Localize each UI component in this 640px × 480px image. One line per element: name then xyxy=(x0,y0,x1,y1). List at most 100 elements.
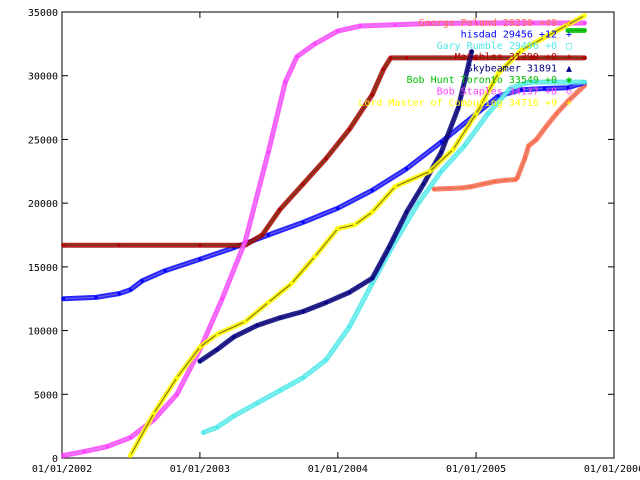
data-point xyxy=(446,186,451,191)
series-line xyxy=(203,81,585,434)
data-point xyxy=(61,243,66,247)
data-point xyxy=(474,112,478,116)
data-point xyxy=(295,55,299,59)
data-point xyxy=(387,246,391,250)
data-point xyxy=(198,257,202,261)
data-point xyxy=(220,297,224,301)
data-point xyxy=(462,144,466,148)
data-point xyxy=(215,348,219,352)
series-gary-rumble xyxy=(200,79,587,435)
data-point xyxy=(175,392,179,396)
data-point xyxy=(198,359,202,363)
x-tick-label: 01/01/2005 xyxy=(446,464,506,475)
data-point xyxy=(405,56,409,60)
y-tick-label: 20000 xyxy=(28,199,58,210)
data-point xyxy=(428,169,432,173)
data-point xyxy=(519,48,524,52)
data-point xyxy=(61,297,66,301)
legend-label: hisdad 29456 +12 xyxy=(461,29,557,40)
data-point xyxy=(439,150,443,154)
legend-label: Bob Hunt Toronto 33549 +0 xyxy=(406,75,557,86)
series-bob-staples xyxy=(61,20,587,458)
data-point xyxy=(515,176,519,180)
x-axis: 01/01/2002 01/01/2003 01/01/2004 01/01/2005… xyxy=(32,12,640,475)
data-point xyxy=(566,28,570,33)
data-point xyxy=(582,21,587,25)
data-point xyxy=(243,320,247,324)
data-point xyxy=(163,269,167,273)
data-point xyxy=(370,210,374,214)
x-tick-label: 01/01/2002 xyxy=(32,464,92,475)
data-point xyxy=(243,239,247,243)
series-line xyxy=(63,57,585,246)
data-point xyxy=(531,56,535,60)
legend-label: Lord Master of Computing 34716 +9 xyxy=(358,98,557,109)
legend-label: George Poland 29230 +49 xyxy=(419,18,557,29)
data-point xyxy=(128,288,132,292)
data-point xyxy=(534,137,539,141)
legend-marker: ▲ xyxy=(566,64,572,75)
data-point xyxy=(381,67,386,71)
legend: George Poland 29230 +49 ◇ hisdad 29456 +12… xyxy=(358,18,572,109)
data-point xyxy=(358,24,363,28)
data-point xyxy=(232,414,236,418)
data-point xyxy=(152,411,156,415)
data-point xyxy=(198,243,202,247)
data-point xyxy=(324,300,328,305)
data-point xyxy=(405,167,409,171)
data-point xyxy=(582,28,587,33)
data-point xyxy=(324,358,328,362)
data-point xyxy=(422,182,426,186)
legend-label: Matchles 31399 +0 xyxy=(455,52,557,63)
data-point xyxy=(324,156,328,161)
y-tick-label: 25000 xyxy=(28,135,58,146)
series-line xyxy=(63,82,585,300)
data-point xyxy=(278,207,282,212)
data-point xyxy=(439,169,443,173)
data-point xyxy=(353,223,357,227)
data-point xyxy=(481,182,485,186)
data-point xyxy=(266,300,270,305)
data-point xyxy=(531,80,535,84)
data-point xyxy=(347,290,352,294)
data-point xyxy=(347,127,352,131)
data-point xyxy=(531,21,535,25)
data-point xyxy=(451,148,455,152)
data-point xyxy=(389,56,393,60)
data-point xyxy=(255,401,259,405)
y-axis: 0 5000 10000 15000 20000 25000 30000 35000 xyxy=(28,8,614,465)
data-point xyxy=(439,140,443,144)
series-lines xyxy=(61,13,587,458)
data-point xyxy=(523,81,527,85)
data-point xyxy=(278,388,282,393)
series-line xyxy=(63,22,585,457)
data-point xyxy=(508,86,512,91)
data-point xyxy=(336,29,340,33)
data-point xyxy=(393,23,397,27)
data-point xyxy=(128,453,132,458)
x-tick-label: 01/01/2004 xyxy=(308,464,368,475)
data-point xyxy=(128,436,132,440)
legend-marker: ◇ xyxy=(566,18,572,29)
data-point xyxy=(255,323,259,328)
data-point xyxy=(496,94,500,98)
data-point xyxy=(486,112,490,116)
data-point xyxy=(260,233,264,237)
data-point xyxy=(313,255,317,259)
y-tick-label: 10000 xyxy=(28,327,58,338)
series-hisdad xyxy=(61,80,587,302)
data-point xyxy=(582,14,587,18)
data-point xyxy=(215,425,219,429)
data-point xyxy=(474,21,478,25)
data-point xyxy=(460,186,464,190)
legend-marker: ✱ xyxy=(566,75,572,86)
legend-label: Bob Staples 34137 +0 xyxy=(437,86,557,97)
data-point xyxy=(175,376,179,380)
y-tick-label: 30000 xyxy=(28,72,58,83)
legend-label: Gary Rumble 29496 +0 xyxy=(437,41,557,52)
data-point xyxy=(198,345,202,349)
data-point xyxy=(496,71,500,75)
data-point xyxy=(519,88,524,92)
data-point xyxy=(301,182,305,186)
